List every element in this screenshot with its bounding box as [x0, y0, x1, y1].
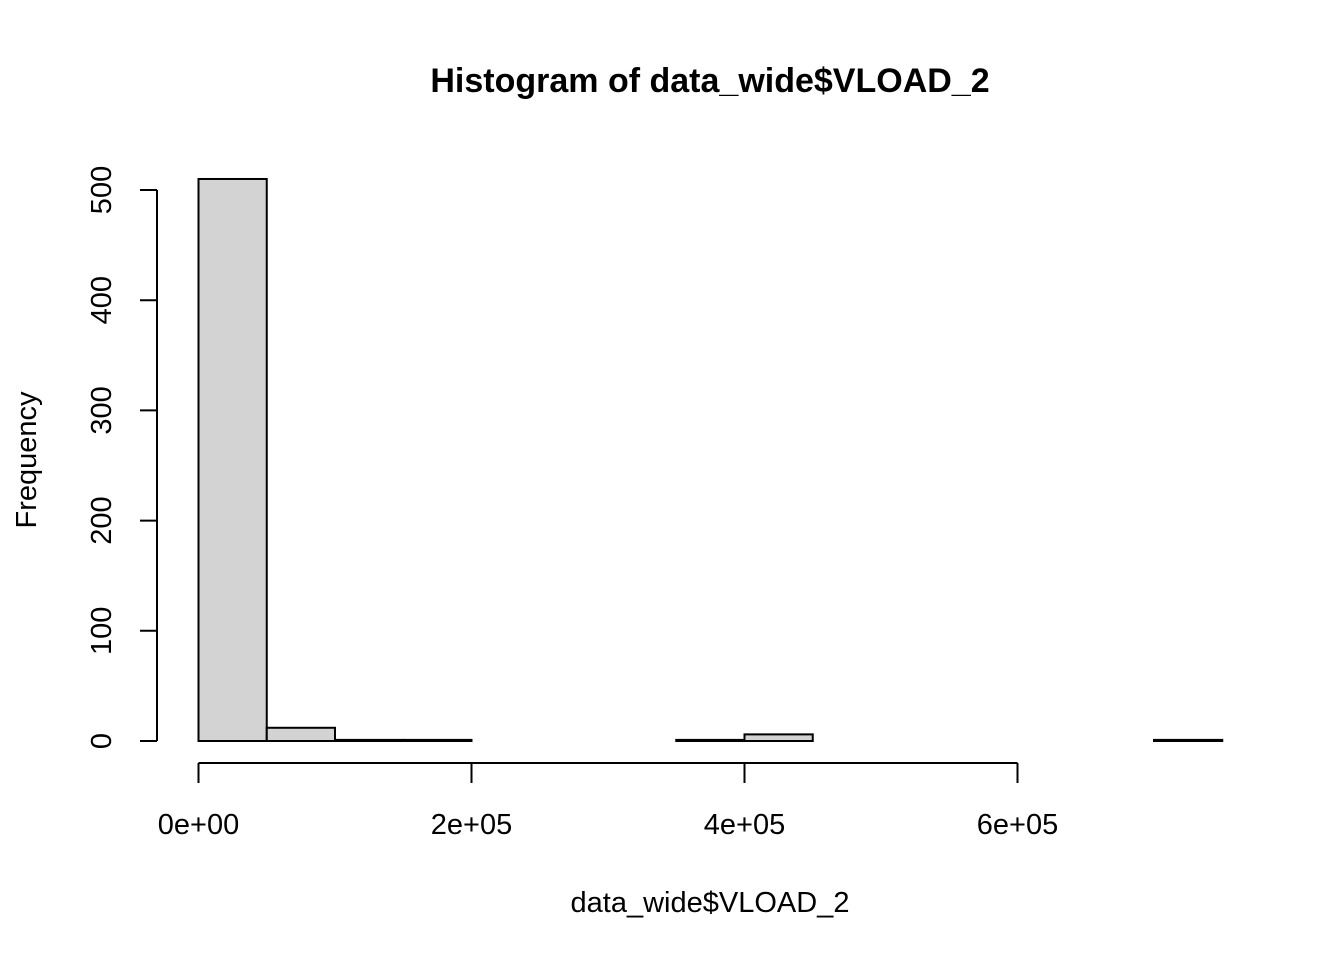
y-tick-label: 0	[86, 733, 118, 749]
histogram-bar-8	[743, 733, 814, 743]
chart-title: Histogram of data_wide$VLOAD_2	[430, 62, 989, 100]
y-tick-label: 500	[86, 166, 118, 214]
bars-group	[197, 177, 1224, 743]
x-axis: 0e+00 2e+05 4e+05 6e+05	[158, 762, 1058, 841]
histogram-bar-1	[265, 726, 336, 743]
x-tick-label: 4e+05	[704, 809, 785, 841]
x-tick-label: 2e+05	[431, 809, 512, 841]
y-tick-label: 100	[86, 607, 118, 655]
x-tick-label: 0e+00	[158, 809, 239, 841]
y-axis: 0 100 200 300 400 500	[86, 166, 158, 749]
histogram-bar-3	[402, 738, 473, 743]
x-tick-label: 6e+05	[977, 809, 1058, 841]
histogram-bar-0	[197, 177, 268, 743]
histogram-bar-7	[675, 738, 746, 743]
y-tick-label: 300	[86, 386, 118, 434]
x-axis-label: data_wide$VLOAD_2	[571, 887, 850, 919]
histogram-bar-2	[334, 738, 405, 743]
histogram-bar-14	[1153, 738, 1224, 743]
y-tick-label: 200	[86, 496, 118, 544]
y-axis-label: Frequency	[11, 391, 43, 529]
y-tick-label: 400	[86, 276, 118, 324]
